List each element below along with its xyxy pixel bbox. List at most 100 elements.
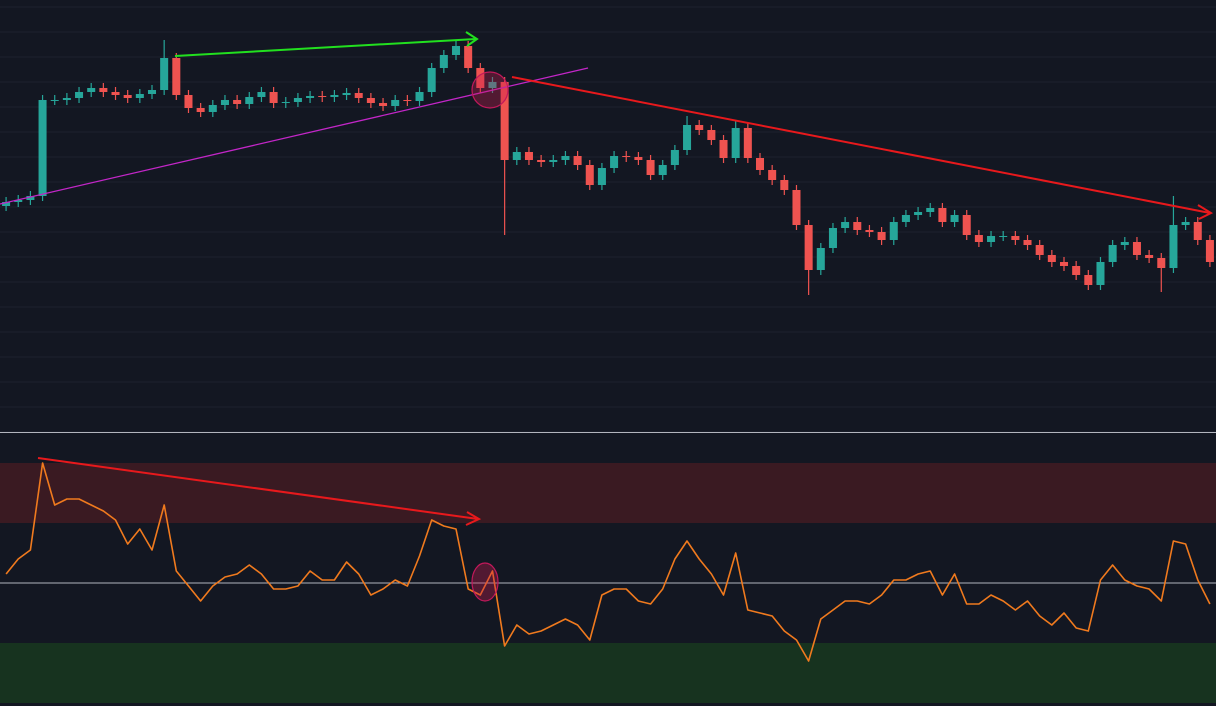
candle-body bbox=[1169, 225, 1178, 268]
candle-body bbox=[1096, 262, 1105, 285]
candle-body bbox=[123, 95, 132, 98]
candle-body bbox=[792, 190, 801, 225]
candle-body bbox=[269, 92, 278, 103]
candle-body bbox=[184, 95, 193, 108]
candle-body bbox=[938, 208, 947, 222]
arrow-head bbox=[465, 31, 479, 47]
trend-arrow bbox=[511, 76, 1211, 214]
candle-body bbox=[622, 156, 631, 157]
candle-body bbox=[524, 152, 533, 160]
candle-body bbox=[99, 88, 108, 92]
zone-band bbox=[0, 643, 1216, 703]
candle-body bbox=[901, 215, 910, 222]
candle-body bbox=[14, 200, 23, 202]
candle-body bbox=[962, 215, 971, 235]
candle-body bbox=[306, 96, 315, 98]
candle-body bbox=[26, 196, 35, 200]
candle-body bbox=[877, 232, 886, 240]
trend-line bbox=[0, 67, 589, 205]
candle-body bbox=[1059, 262, 1069, 266]
candle-body bbox=[1011, 236, 1020, 240]
candle-body bbox=[111, 92, 120, 95]
candle-body bbox=[439, 55, 448, 68]
candle-body bbox=[281, 102, 290, 103]
candle-body bbox=[75, 92, 84, 98]
candle-body bbox=[999, 236, 1008, 237]
candle-body bbox=[853, 222, 862, 230]
arrow-head bbox=[1197, 204, 1214, 220]
indicator-line bbox=[5, 462, 1211, 662]
candle-body bbox=[415, 92, 424, 101]
candle-body bbox=[427, 68, 436, 92]
candle-body bbox=[1193, 222, 1202, 240]
candle-body bbox=[476, 68, 485, 88]
candle-body bbox=[1157, 258, 1166, 268]
candle-body bbox=[172, 58, 181, 95]
candle-body bbox=[816, 248, 825, 270]
candle-body bbox=[755, 158, 765, 170]
candle-body bbox=[50, 100, 59, 101]
candle-body bbox=[342, 93, 351, 95]
candle-body bbox=[1072, 266, 1081, 275]
candle-body bbox=[1205, 240, 1214, 262]
candle-body bbox=[670, 150, 679, 165]
candle-body bbox=[1035, 245, 1044, 255]
candle-body bbox=[926, 208, 935, 212]
candle-body bbox=[1023, 240, 1032, 245]
highlight-circle bbox=[471, 562, 499, 602]
candle-body bbox=[549, 160, 558, 162]
candle-body bbox=[597, 168, 606, 185]
candle-body bbox=[500, 82, 509, 160]
candle-body bbox=[683, 125, 692, 150]
candle-body bbox=[38, 100, 47, 196]
candle-body bbox=[488, 82, 497, 88]
candle-body bbox=[451, 46, 461, 55]
candle-body bbox=[379, 103, 388, 106]
candle-body bbox=[646, 160, 655, 175]
candle-body bbox=[719, 140, 728, 158]
candle-body bbox=[208, 105, 217, 112]
candle-body bbox=[354, 93, 363, 98]
candle-body bbox=[1047, 255, 1056, 262]
candle-body bbox=[731, 128, 740, 158]
candle-body bbox=[391, 100, 400, 106]
candle-body bbox=[914, 212, 923, 215]
candle-body bbox=[695, 125, 704, 130]
candle-body bbox=[610, 156, 619, 168]
candle-body bbox=[135, 94, 144, 98]
candle-body bbox=[245, 97, 254, 104]
trend-arrow bbox=[37, 457, 479, 520]
candle-body bbox=[1108, 245, 1117, 262]
candle-body bbox=[974, 235, 983, 242]
candle-body bbox=[87, 88, 96, 92]
candle-body bbox=[1145, 255, 1154, 258]
candle-body bbox=[865, 230, 874, 232]
candle-body bbox=[573, 156, 582, 165]
candle-body bbox=[62, 98, 71, 100]
candle-body bbox=[768, 170, 777, 180]
candle-body bbox=[658, 165, 667, 175]
candle-body bbox=[707, 130, 716, 140]
candle-body bbox=[366, 98, 375, 103]
candle-body bbox=[841, 222, 850, 228]
zone-band bbox=[0, 463, 1216, 523]
candle-body bbox=[828, 228, 837, 248]
candle-body bbox=[1181, 222, 1190, 225]
candle-body bbox=[257, 92, 266, 97]
candle-body bbox=[987, 236, 996, 242]
highlight-circle bbox=[471, 71, 509, 109]
candle-body bbox=[318, 96, 327, 97]
candle-body bbox=[464, 46, 473, 68]
trend-arrow bbox=[174, 38, 477, 57]
candle-body bbox=[889, 222, 898, 240]
candle-body bbox=[196, 108, 205, 112]
candle-body bbox=[561, 156, 570, 160]
candle-body bbox=[293, 98, 302, 102]
candle-body bbox=[780, 180, 789, 190]
candle-body bbox=[1084, 275, 1093, 285]
marks-layer bbox=[2, 40, 1214, 662]
candle-body bbox=[1120, 242, 1129, 245]
candle-body bbox=[147, 90, 157, 94]
candle-body bbox=[743, 128, 752, 158]
